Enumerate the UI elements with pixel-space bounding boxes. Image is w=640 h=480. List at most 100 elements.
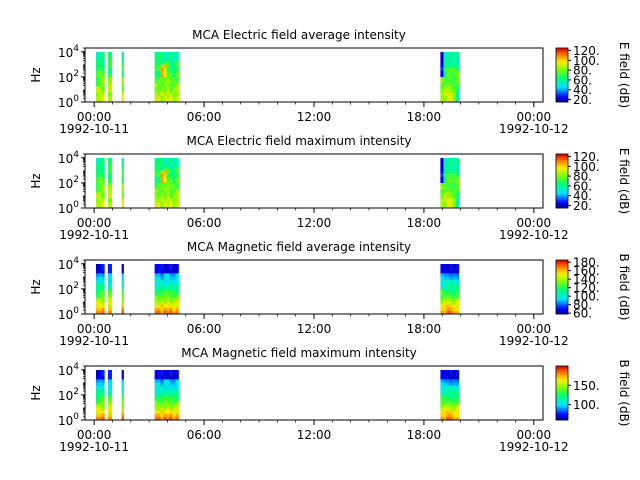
colorbar-segment xyxy=(556,266,568,269)
colorbar-segment xyxy=(556,95,568,97)
colorbar-segment xyxy=(556,288,568,290)
colorbar-tick-label: 80. xyxy=(573,64,592,78)
data-block xyxy=(121,264,124,315)
colorbar: 60.80.100.120.140.160.180. B field (dB) xyxy=(555,254,631,321)
colorbar-segment xyxy=(556,58,568,61)
colorbar-segment xyxy=(556,176,568,179)
data-block xyxy=(154,264,179,315)
colorbar-segment xyxy=(556,52,568,54)
x-tick-label: 12:00 xyxy=(297,216,332,230)
colorbar-segment xyxy=(556,79,568,81)
colorbar-segment xyxy=(556,297,568,300)
colorbar-segment xyxy=(556,99,568,101)
spectrogram xyxy=(95,158,460,209)
colorbar-segment xyxy=(556,368,568,371)
colorbar-segment xyxy=(556,383,568,386)
colorbar-segment xyxy=(556,411,568,414)
colorbar-segment xyxy=(556,282,568,285)
colorbar-segment xyxy=(556,417,568,419)
x-tick-label: 00:00 xyxy=(517,428,552,442)
colorbar-segment xyxy=(556,163,568,166)
colorbar-segment xyxy=(556,276,568,278)
data-block xyxy=(95,158,105,209)
colorbar-segment xyxy=(556,272,568,274)
colorbar-segment xyxy=(556,197,568,199)
colorbar-segment xyxy=(556,274,568,277)
colorbar-segment xyxy=(556,96,568,99)
colorbar-frame xyxy=(555,47,569,103)
colorbar-segment xyxy=(556,195,568,198)
panel-title: MCA Magnetic field maximum intensity xyxy=(181,346,417,360)
colorbar-segment xyxy=(556,309,568,312)
data-block xyxy=(121,52,124,103)
colorbar-segment xyxy=(556,293,568,296)
colorbar-segment xyxy=(556,300,568,303)
y-tick-exponent: 4 xyxy=(73,44,79,54)
colorbar-segment xyxy=(556,181,568,183)
data-block xyxy=(154,52,179,103)
colorbar-tick-label: 100. xyxy=(573,398,600,412)
colorbar-segment xyxy=(556,182,568,184)
y-axis-label: Hz xyxy=(29,67,43,82)
colorbar-segment xyxy=(556,277,568,280)
colorbar-segment xyxy=(556,273,568,276)
data-block xyxy=(154,158,179,209)
colorbar-segment xyxy=(556,386,568,388)
colorbar-tick-label: 150. xyxy=(573,379,600,393)
colorbar-segment xyxy=(556,80,568,83)
x-tick-label: 00:00 xyxy=(77,216,112,230)
colorbar-segment xyxy=(556,382,568,384)
colorbar-segment xyxy=(556,307,568,309)
y-tick-base: 10 xyxy=(58,46,73,60)
colorbar-tick-label: 140. xyxy=(573,273,600,287)
colorbar-tick-label: 120. xyxy=(573,281,600,295)
colorbar-segment xyxy=(556,88,568,91)
colorbar-segment xyxy=(556,372,568,375)
colorbar-segment xyxy=(556,186,568,189)
colorbar-segment xyxy=(556,261,568,263)
colorbar-segment xyxy=(556,312,568,315)
colorbar-segment xyxy=(556,60,568,62)
y-tick-base: 10 xyxy=(58,414,73,428)
colorbar-segment xyxy=(556,268,568,270)
colorbar-segment xyxy=(556,162,568,164)
x-tick-label: 06:00 xyxy=(187,322,222,336)
colorbar-tick-label: 40. xyxy=(573,83,592,97)
colorbar-segment xyxy=(556,384,568,387)
colorbar-segment xyxy=(556,399,568,402)
panel-1: MCA Electric field average intensity1001… xyxy=(29,28,631,136)
colorbar-segment xyxy=(556,202,568,205)
data-block xyxy=(107,370,112,421)
colorbar-frame xyxy=(555,259,569,315)
data-block xyxy=(95,52,105,103)
y-tick-label: 100 xyxy=(58,306,79,322)
colorbar-segment xyxy=(556,170,568,172)
colorbar-tick-label: 120. xyxy=(573,44,600,58)
x-end-date: 1992-10-12 xyxy=(499,334,569,348)
y-tick-exponent: 0 xyxy=(73,94,79,104)
colorbar-segment xyxy=(556,374,568,376)
colorbar-segment xyxy=(556,269,568,272)
colorbar-segment xyxy=(556,304,568,307)
data-block xyxy=(121,158,124,209)
colorbar-segment xyxy=(556,264,568,266)
colorbar-tick-label: 100. xyxy=(573,290,600,304)
x-end-date: 1992-10-12 xyxy=(499,440,569,454)
colorbar: 20.40.60.80.100.120. E field (dB) xyxy=(555,148,631,214)
y-tick-base: 10 xyxy=(58,283,73,297)
y-tick-label: 100 xyxy=(58,200,79,216)
colorbar-segment xyxy=(556,414,568,417)
colorbar-tick-label: 20. xyxy=(573,93,592,107)
colorbar-segment xyxy=(556,185,568,187)
y-tick-base: 10 xyxy=(58,152,73,166)
colorbar-frame xyxy=(555,365,569,421)
colorbar-segment xyxy=(556,87,568,89)
colorbar-segment xyxy=(556,91,568,93)
colorbar-segment xyxy=(556,199,568,202)
x-end-date: 1992-10-12 xyxy=(499,122,569,136)
colorbar-segment xyxy=(556,50,568,53)
